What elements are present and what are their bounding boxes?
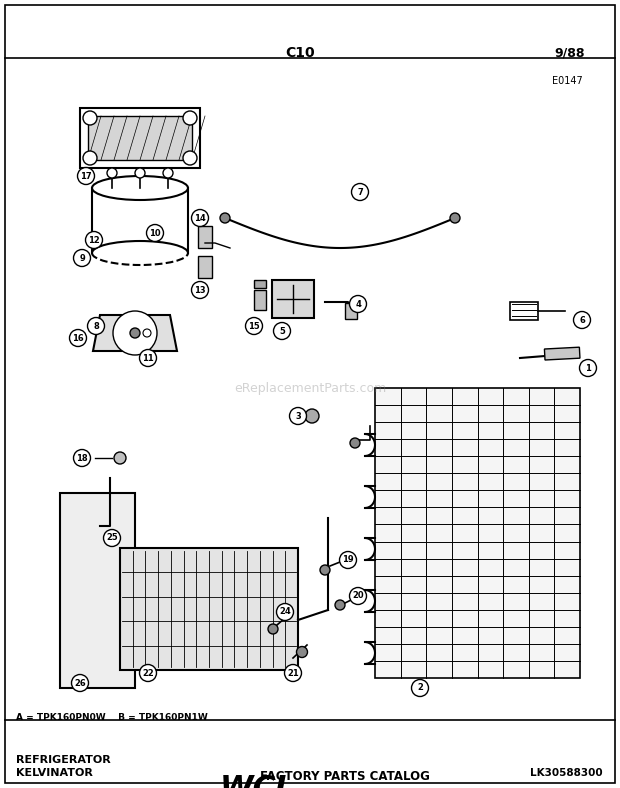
Circle shape bbox=[192, 210, 208, 226]
Circle shape bbox=[305, 409, 319, 423]
Circle shape bbox=[350, 588, 366, 604]
Text: WCI: WCI bbox=[220, 774, 288, 788]
Circle shape bbox=[296, 646, 308, 657]
Circle shape bbox=[163, 168, 173, 178]
Text: 4: 4 bbox=[355, 299, 361, 308]
Circle shape bbox=[183, 151, 197, 165]
Text: 21: 21 bbox=[287, 668, 299, 678]
Circle shape bbox=[350, 438, 360, 448]
Text: eReplacementParts.com: eReplacementParts.com bbox=[234, 381, 386, 395]
Text: 7: 7 bbox=[357, 188, 363, 196]
Circle shape bbox=[574, 311, 590, 329]
Circle shape bbox=[290, 407, 306, 425]
Circle shape bbox=[140, 664, 156, 682]
Text: 26: 26 bbox=[74, 678, 86, 687]
Text: 17: 17 bbox=[80, 172, 92, 180]
Circle shape bbox=[268, 624, 278, 634]
Circle shape bbox=[246, 318, 262, 334]
Bar bbox=[198, 226, 212, 248]
Circle shape bbox=[78, 168, 94, 184]
Text: REFRIGERATOR: REFRIGERATOR bbox=[16, 755, 111, 765]
Text: 14: 14 bbox=[194, 214, 206, 222]
Text: LK30588300: LK30588300 bbox=[530, 768, 603, 778]
Polygon shape bbox=[93, 315, 177, 351]
Text: 13: 13 bbox=[194, 285, 206, 295]
Circle shape bbox=[580, 359, 596, 377]
Bar bbox=[254, 280, 266, 288]
Circle shape bbox=[130, 328, 140, 338]
Bar bbox=[272, 280, 314, 318]
Circle shape bbox=[83, 111, 97, 125]
Text: 18: 18 bbox=[76, 454, 88, 463]
Circle shape bbox=[86, 232, 102, 248]
Text: 20: 20 bbox=[352, 592, 364, 600]
Bar bbox=[120, 548, 298, 670]
Bar bbox=[254, 290, 266, 310]
Bar bbox=[375, 388, 580, 678]
Circle shape bbox=[350, 296, 366, 313]
Text: 9/88: 9/88 bbox=[555, 46, 585, 59]
Circle shape bbox=[143, 329, 151, 337]
Text: 22: 22 bbox=[142, 668, 154, 678]
Circle shape bbox=[183, 111, 197, 125]
Text: 25: 25 bbox=[106, 533, 118, 542]
Circle shape bbox=[83, 151, 97, 165]
Text: 2: 2 bbox=[417, 683, 423, 693]
Text: C10: C10 bbox=[285, 46, 315, 60]
Circle shape bbox=[71, 675, 89, 692]
Circle shape bbox=[273, 322, 291, 340]
Circle shape bbox=[113, 311, 157, 355]
Text: 1: 1 bbox=[585, 363, 591, 373]
Text: 9: 9 bbox=[79, 254, 85, 262]
Circle shape bbox=[104, 530, 120, 547]
Circle shape bbox=[412, 679, 428, 697]
Circle shape bbox=[107, 168, 117, 178]
Text: KELVINATOR: KELVINATOR bbox=[16, 768, 93, 778]
Circle shape bbox=[277, 604, 293, 620]
Text: 12: 12 bbox=[88, 236, 100, 244]
Text: 8: 8 bbox=[93, 322, 99, 330]
Text: E0147: E0147 bbox=[552, 76, 583, 86]
Circle shape bbox=[340, 552, 356, 568]
Text: 16: 16 bbox=[72, 333, 84, 343]
Circle shape bbox=[87, 318, 105, 334]
Circle shape bbox=[74, 449, 91, 466]
Circle shape bbox=[114, 452, 126, 464]
Circle shape bbox=[69, 329, 87, 347]
Bar bbox=[88, 116, 192, 160]
Circle shape bbox=[285, 664, 301, 682]
Bar bbox=[544, 348, 580, 360]
Circle shape bbox=[220, 213, 230, 223]
Circle shape bbox=[135, 168, 145, 178]
Text: 24: 24 bbox=[279, 608, 291, 616]
Circle shape bbox=[140, 350, 156, 366]
Text: 3: 3 bbox=[295, 411, 301, 421]
Text: A = TPK160PN0W    B = TPK160PN1W: A = TPK160PN0W B = TPK160PN1W bbox=[16, 713, 208, 722]
Bar bbox=[60, 493, 135, 688]
Bar bbox=[198, 256, 212, 278]
Text: 15: 15 bbox=[248, 322, 260, 330]
Text: 19: 19 bbox=[342, 556, 354, 564]
Bar bbox=[345, 303, 357, 319]
Circle shape bbox=[335, 600, 345, 610]
Bar bbox=[510, 302, 538, 320]
Text: FACTORY PARTS CATALOG: FACTORY PARTS CATALOG bbox=[260, 770, 430, 783]
Circle shape bbox=[192, 281, 208, 299]
Text: 10: 10 bbox=[149, 229, 161, 237]
Circle shape bbox=[146, 225, 164, 241]
Text: 5: 5 bbox=[279, 326, 285, 336]
Circle shape bbox=[352, 184, 368, 200]
Text: 6: 6 bbox=[579, 315, 585, 325]
Bar bbox=[80, 108, 200, 168]
Text: 11: 11 bbox=[142, 354, 154, 362]
Circle shape bbox=[320, 565, 330, 575]
Circle shape bbox=[74, 250, 91, 266]
Circle shape bbox=[450, 213, 460, 223]
